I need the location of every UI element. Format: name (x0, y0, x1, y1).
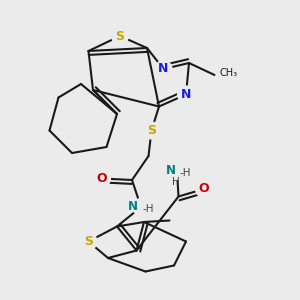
Circle shape (178, 86, 194, 103)
Text: N: N (128, 200, 138, 214)
Circle shape (143, 122, 160, 139)
Text: -H: -H (180, 168, 191, 178)
Circle shape (133, 199, 149, 215)
Circle shape (155, 61, 172, 77)
Text: S: S (147, 124, 156, 137)
Text: N: N (158, 62, 169, 76)
Text: S: S (116, 29, 124, 43)
Circle shape (169, 163, 185, 179)
Text: N: N (166, 164, 176, 178)
Text: O: O (97, 172, 107, 185)
Text: CH₃: CH₃ (219, 68, 237, 79)
Text: N: N (181, 88, 191, 101)
Circle shape (80, 233, 97, 250)
Text: -H: -H (142, 203, 154, 214)
Text: S: S (84, 235, 93, 248)
Circle shape (112, 28, 128, 44)
Text: H: H (172, 177, 179, 188)
Circle shape (94, 170, 110, 187)
Circle shape (196, 181, 212, 197)
Text: O: O (199, 182, 209, 196)
